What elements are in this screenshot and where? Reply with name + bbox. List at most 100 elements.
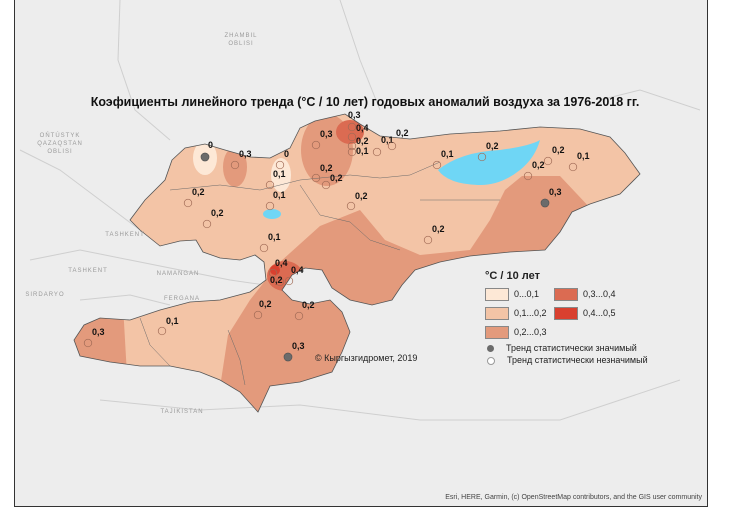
- station-marker: [347, 141, 357, 151]
- station-value-label: 0,3: [92, 327, 105, 337]
- legend-class-3: 0,3...0,4: [554, 288, 616, 301]
- swatch: [554, 307, 578, 320]
- station-marker: [346, 201, 356, 211]
- svg-text:TAJIKISTAN: TAJIKISTAN: [160, 409, 203, 415]
- station-marker: [372, 147, 382, 157]
- station-marker: [275, 160, 285, 170]
- legend-label: 0,2...0,3: [514, 326, 547, 337]
- admin-labels: ZHAMBIL OBLISI OŃTÚSTYK QAZAQSTAN OBLISI…: [25, 33, 257, 415]
- map-frame[interactable]: ZHAMBIL OBLISI OŃTÚSTYK QAZAQSTAN OBLISI…: [14, 0, 708, 507]
- station-value-label: 0,2: [432, 224, 445, 234]
- station-marker: [387, 141, 397, 151]
- station-marker: [321, 180, 331, 190]
- station-marker: [311, 173, 321, 183]
- legend-class-1: 0,1...0,2: [485, 307, 547, 320]
- station-value-label: 0,2: [211, 208, 224, 218]
- svg-text:ZHAMBIL: ZHAMBIL: [224, 33, 257, 39]
- legend-label: Тренд статистически значимый: [506, 343, 637, 353]
- issyk-kul-lake: [438, 140, 540, 186]
- station-marker: [259, 243, 269, 253]
- station-value-label: 0,2: [330, 173, 343, 183]
- station-value-label: 0,2: [259, 299, 272, 309]
- legend-label: 0,1...0,2: [514, 307, 547, 318]
- station-marker: [543, 156, 553, 166]
- legend-insignificant: Тренд статистически незначимый: [487, 355, 648, 365]
- attribution: Esri, HERE, Garmin, (c) OpenStreetMap co…: [445, 494, 702, 501]
- station-marker: [83, 338, 93, 348]
- station-value-label: 0,4: [356, 123, 369, 133]
- legend-title: °C / 10 лет: [485, 270, 541, 282]
- station-value-label: 0,4: [275, 258, 288, 268]
- station-value-label: 0,2: [532, 160, 545, 170]
- station-value-label: 0,1: [577, 151, 590, 161]
- svg-text:QAZAQSTAN: QAZAQSTAN: [37, 141, 83, 147]
- svg-text:NAMANGAN: NAMANGAN: [157, 271, 200, 277]
- station-marker: [347, 132, 357, 142]
- station-value-label: 0,3: [320, 129, 333, 139]
- station-value-label: 0,3: [292, 341, 305, 351]
- oblast-borders: [139, 161, 500, 386]
- station-value-label: 0,4: [291, 265, 304, 275]
- station-value-label: 0,1: [273, 169, 286, 179]
- legend-class-4: 0,4...0,5: [554, 307, 616, 320]
- station-value-label: 0,1: [166, 316, 179, 326]
- station-value-label: 0,2: [396, 128, 409, 138]
- legend-label: Тренд статистически незначимый: [507, 355, 648, 365]
- basemap-borders: [19, 0, 701, 421]
- station-marker: [157, 326, 167, 336]
- svg-text:OŃTÚSTYK: OŃTÚSTYK: [40, 132, 81, 139]
- station-significant-marker: [540, 198, 550, 208]
- svg-text:TASHKENT: TASHKENT: [68, 268, 108, 274]
- station-marker: [568, 162, 578, 172]
- station-value-label: 0,1: [268, 232, 281, 242]
- station-significant-marker: [283, 352, 293, 362]
- stations: 00,3 00,10,10,20,20,10,40,40,20,2 0,20,10,…: [83, 110, 590, 362]
- station-value-label: 0,2: [356, 136, 369, 146]
- zone-0.4-0.5: [270, 265, 280, 275]
- station-marker: [268, 268, 278, 278]
- legend-class-0: 0...0,1: [485, 288, 539, 301]
- zone-0.2-0.3-west: [74, 305, 127, 375]
- trend-zones: [74, 114, 640, 412]
- station-marker: [523, 171, 533, 181]
- zone-0.2-0.3-talas: [223, 147, 247, 187]
- station-marker: [275, 277, 285, 287]
- station-value-label: 0,2: [552, 145, 565, 155]
- swatch: [485, 326, 509, 339]
- station-value-label: 0,2: [320, 163, 333, 173]
- lakes: [263, 140, 540, 219]
- station-value-label: 0,1: [356, 146, 369, 156]
- swatch: [554, 288, 578, 301]
- station-marker: [265, 180, 275, 190]
- station-value-label: 0: [208, 140, 213, 150]
- station-marker: [477, 152, 487, 162]
- station-marker: [294, 311, 304, 321]
- legend-class-2: 0,2...0,3: [485, 326, 547, 339]
- son-kul-lake: [263, 209, 281, 219]
- station-marker: [347, 147, 357, 157]
- station-marker: [432, 160, 442, 170]
- station-value-label: 0,1: [381, 135, 394, 145]
- insignificant-circle-icon: [487, 356, 495, 365]
- station-value-label: 0,1: [273, 190, 286, 200]
- copyright: © Кыргызгидромет, 2019: [315, 353, 418, 363]
- swatch: [485, 307, 509, 320]
- legend: °C / 10 лет 0...0,1 0,1...0,2 0,2...0,3 …: [485, 270, 648, 365]
- station-marker: [202, 219, 212, 229]
- svg-text:OBLISI: OBLISI: [47, 149, 72, 155]
- station-marker: [230, 160, 240, 170]
- svg-text:OBLISI: OBLISI: [228, 41, 253, 47]
- svg-text:FERGANA: FERGANA: [164, 296, 200, 302]
- legend-label: 0,4...0,5: [583, 307, 616, 318]
- legend-significant: Тренд статистически значимый: [487, 343, 637, 353]
- station-marker: [183, 198, 193, 208]
- station-marker: [347, 122, 357, 132]
- map-canvas[interactable]: ZHAMBIL OBLISI OŃTÚSTYK QAZAQSTAN OBLISI…: [14, 0, 708, 507]
- station-value-label: 0,3: [348, 110, 361, 120]
- zone-0.3-0.4-north: [336, 120, 364, 144]
- station-marker: [265, 201, 275, 211]
- svg-text:SIRDARYO: SIRDARYO: [25, 292, 64, 298]
- station-marker: [311, 140, 321, 150]
- swatch: [485, 288, 509, 301]
- station-marker: [253, 310, 263, 320]
